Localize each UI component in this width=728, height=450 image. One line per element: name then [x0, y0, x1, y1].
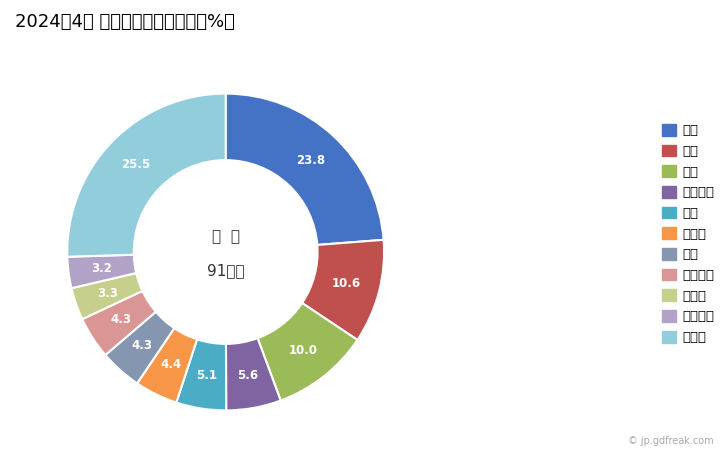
Wedge shape — [176, 339, 226, 410]
Wedge shape — [106, 312, 174, 383]
Wedge shape — [137, 328, 197, 402]
Wedge shape — [71, 273, 143, 319]
Text: 総  額: 総 額 — [212, 229, 240, 243]
Text: 3.3: 3.3 — [97, 287, 118, 300]
Text: 23.8: 23.8 — [296, 154, 325, 166]
Legend: 米国, 英国, 中国, イタリア, 韓国, トルコ, タイ, オランダ, インド, スペイン, その他: 米国, 英国, 中国, イタリア, 韓国, トルコ, タイ, オランダ, インド… — [662, 124, 714, 344]
Text: © jp.gdfreak.com: © jp.gdfreak.com — [628, 436, 713, 446]
Wedge shape — [258, 303, 357, 400]
Wedge shape — [68, 255, 136, 288]
Text: 10.0: 10.0 — [289, 344, 317, 357]
Text: 4.3: 4.3 — [110, 313, 131, 326]
Wedge shape — [302, 240, 384, 340]
Wedge shape — [67, 94, 226, 256]
Text: 4.4: 4.4 — [160, 358, 181, 371]
Text: 5.6: 5.6 — [237, 369, 258, 382]
Wedge shape — [226, 94, 384, 245]
Text: 91億円: 91億円 — [207, 264, 245, 279]
Text: 3.2: 3.2 — [91, 262, 112, 275]
Text: 2024年4月 輸出相手国のシェア（%）: 2024年4月 輸出相手国のシェア（%） — [15, 14, 234, 32]
Text: 5.1: 5.1 — [196, 369, 217, 382]
Text: 10.6: 10.6 — [332, 277, 361, 290]
Wedge shape — [82, 291, 156, 355]
Text: 4.3: 4.3 — [132, 339, 153, 352]
Text: 25.5: 25.5 — [122, 158, 151, 171]
Wedge shape — [226, 338, 281, 410]
